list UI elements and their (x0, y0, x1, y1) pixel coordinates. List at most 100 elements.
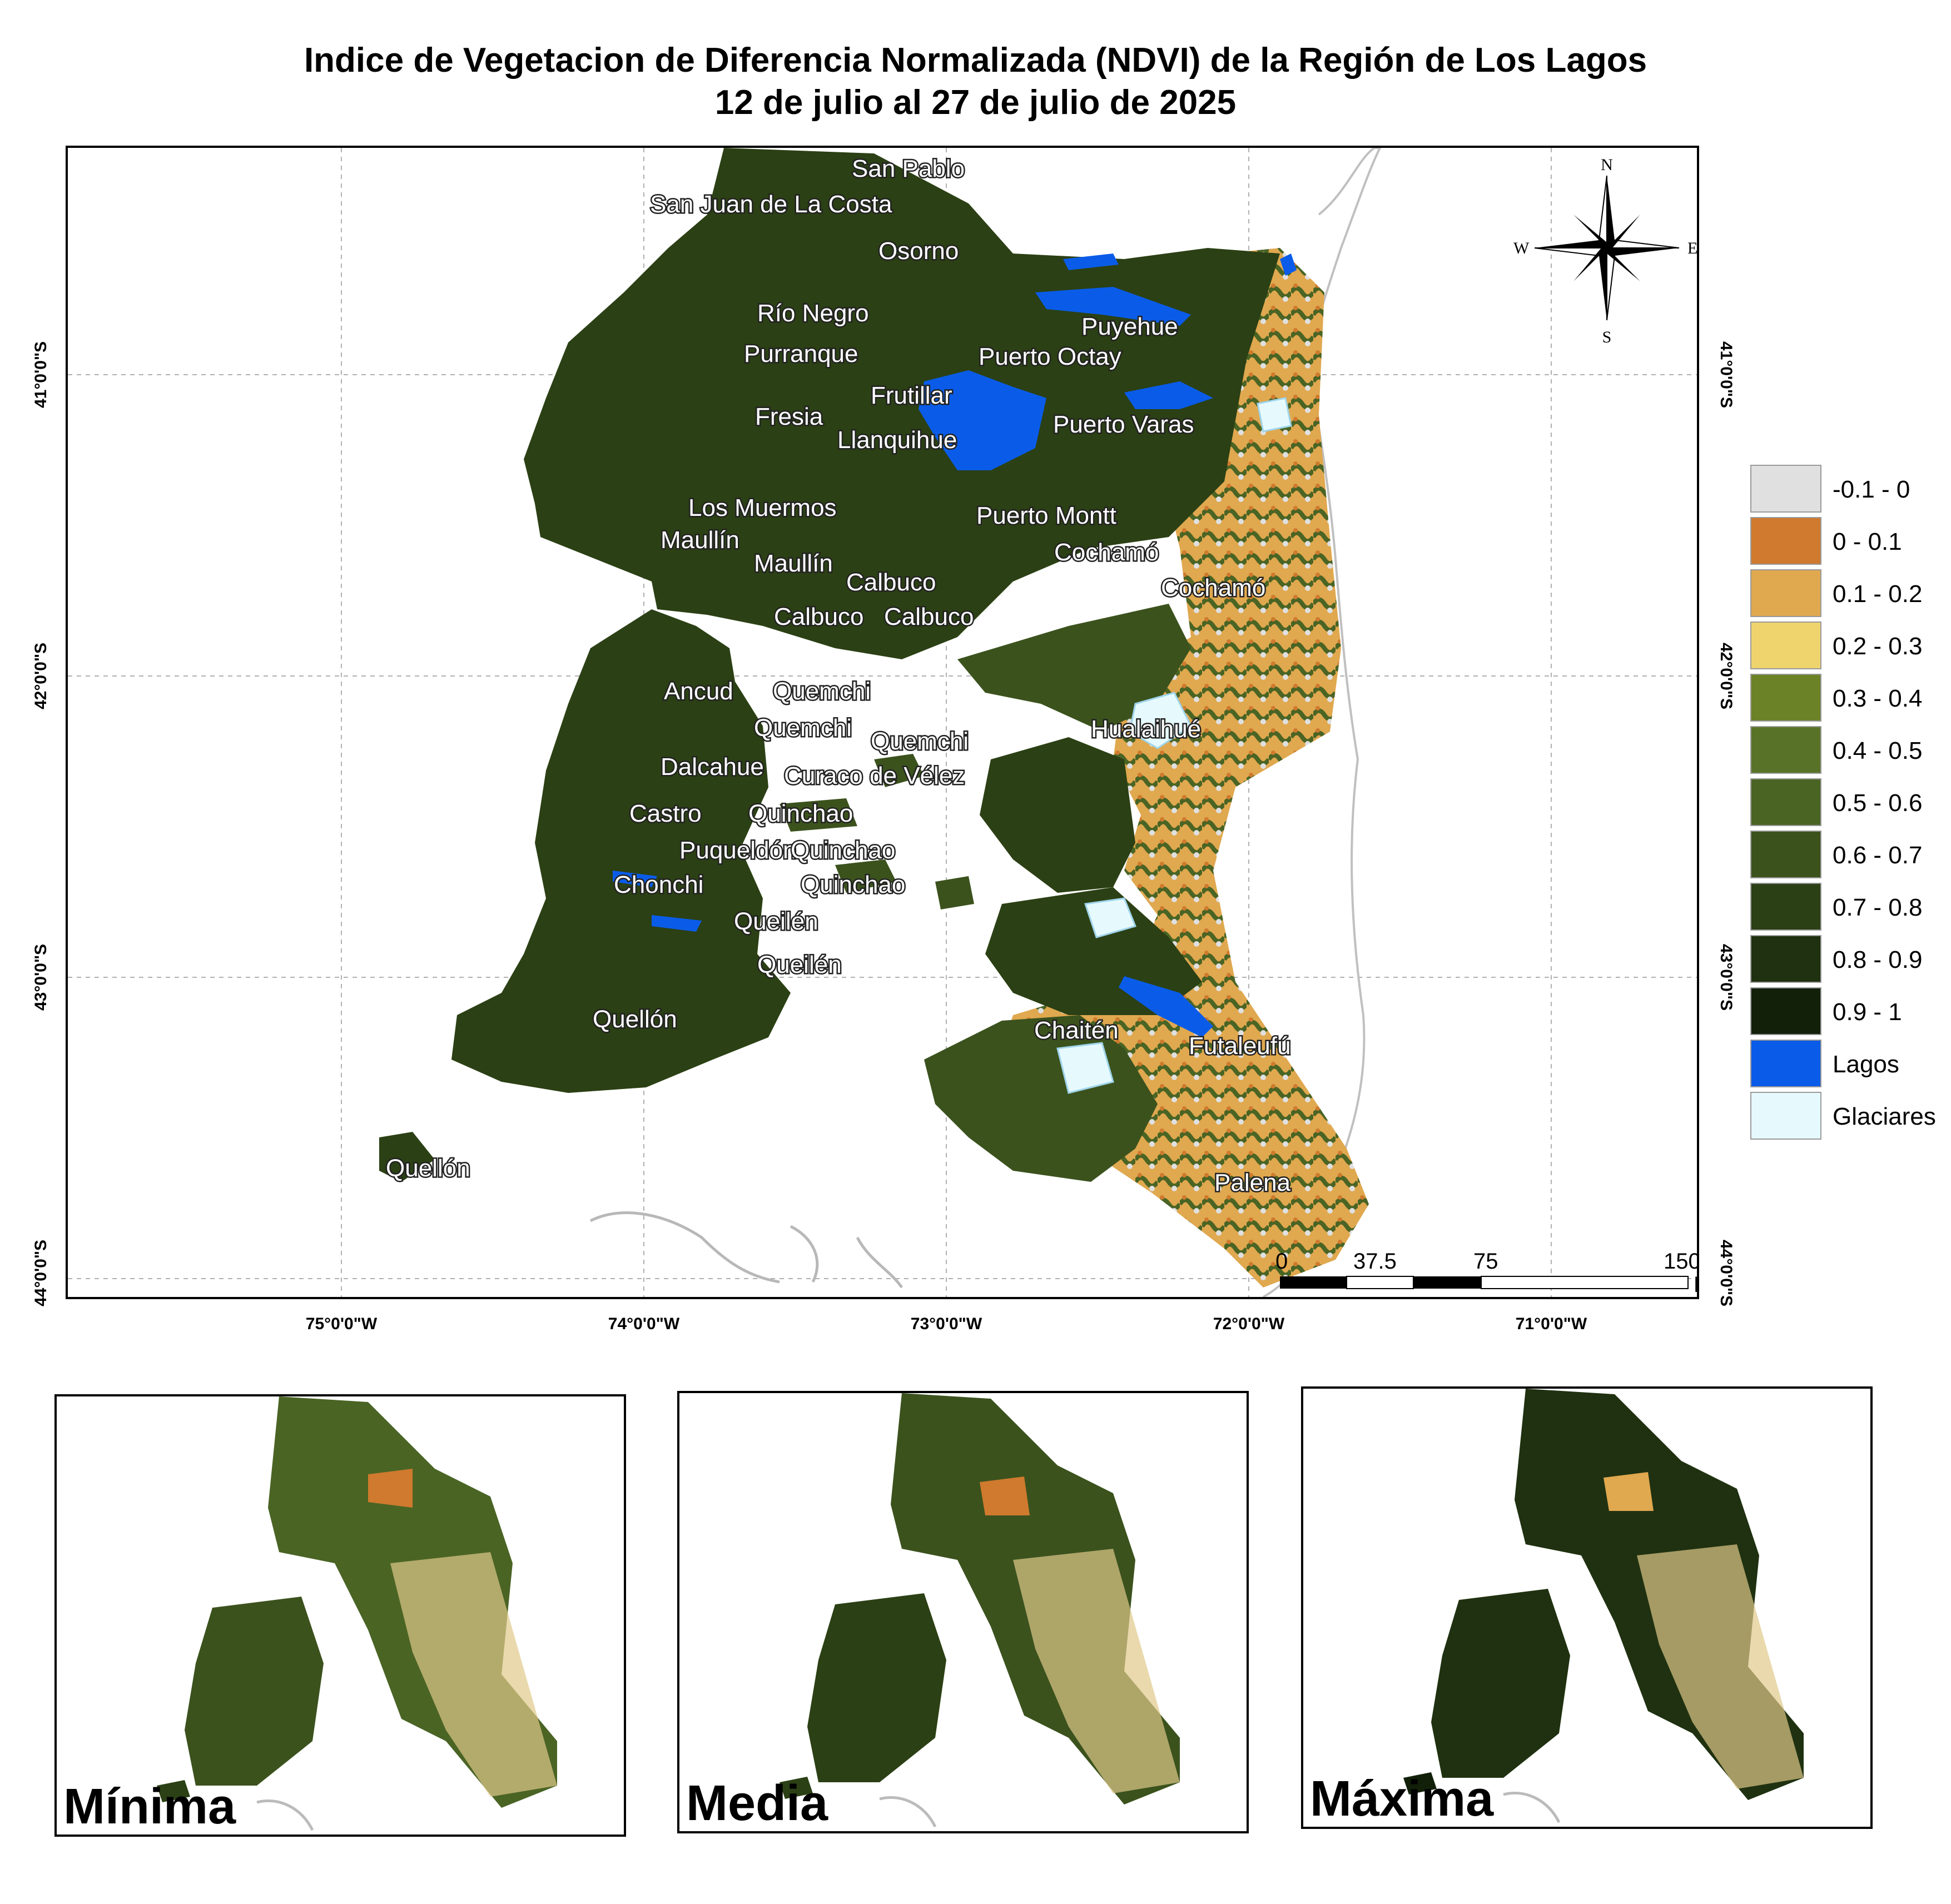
lat-label-left: 42°0'0"S (32, 642, 50, 710)
place-label: Chonchi (614, 871, 703, 898)
legend-swatch (1750, 569, 1821, 617)
legend-label: 0.3 - 0.4 (1833, 685, 1923, 712)
lat-label-left: 44°0'0"S (32, 1239, 50, 1307)
place-label: Quellón (593, 1006, 677, 1033)
cochamo-area (957, 604, 1191, 732)
lon-label: 72°0'0"W (1213, 1315, 1285, 1333)
legend-label: 0.4 - 0.5 (1833, 737, 1923, 764)
place-label: Puerto Montt (976, 502, 1116, 529)
scale-tick-75: 75 (1473, 1249, 1498, 1274)
compass-e: E (1687, 239, 1697, 257)
lake (1280, 253, 1297, 276)
glacier (1056, 1042, 1114, 1094)
legend-label: 0.7 - 0.8 (1833, 894, 1923, 921)
place-label: Quinchao (748, 800, 853, 827)
island (835, 859, 896, 893)
legend-swatch (1750, 622, 1821, 669)
inset-maxima: Máxima (1301, 1386, 1873, 1829)
lat-label-right: 42°0'0"S (1717, 642, 1735, 710)
place-label: Hualaihué (1091, 715, 1201, 743)
place-label: San Juan de La Costa (650, 191, 892, 218)
place-label: Ancud (664, 678, 733, 705)
place-label: San Pablo (852, 155, 965, 182)
island (935, 876, 974, 909)
legend-label: 0.5 - 0.6 (1833, 789, 1923, 817)
main-map-frame: San Pablo San Juan de La Costa Osorno Puyeh… (66, 146, 1699, 1299)
place-label: Río Negro (757, 300, 869, 327)
legend-swatch (1750, 883, 1821, 931)
place-label: Quinchao (801, 871, 905, 898)
place-label: Calbuco (846, 569, 936, 596)
place-label: Puyehue (1081, 313, 1178, 340)
island (874, 754, 924, 787)
scale-tick-150: 150 (1664, 1249, 1697, 1274)
legend-label: Lagos (1833, 1051, 1899, 1078)
legend-swatch (1750, 778, 1821, 826)
place-label: Quemchi (773, 678, 871, 705)
legend-item: 0 - 0.1 (1750, 517, 1950, 566)
lake (1063, 253, 1119, 270)
legend-item: 0.9 - 1 (1750, 987, 1950, 1036)
island (780, 798, 857, 832)
place-label: Purranque (744, 340, 858, 367)
chiloe-island (451, 609, 791, 1093)
legend-label: 0.9 - 1 (1833, 998, 1902, 1026)
place-labels: San Pablo San Juan de La Costa Osorno Puyeh… (385, 154, 1293, 1198)
place-label: Puerto Octay (979, 343, 1121, 370)
place-label: Quellón (386, 1155, 470, 1182)
place-label: Osorno (878, 237, 959, 265)
lon-label: 73°0'0"W (910, 1315, 982, 1333)
place-label: Puqueldón (679, 837, 796, 864)
lon-label: 75°0'0"W (305, 1315, 378, 1333)
place-label: Llanquihue (837, 426, 957, 454)
map-subtitle: 12 de julio al 27 de julio de 2025 (714, 83, 1237, 122)
lat-label-right: 44°0'0"S (1717, 1239, 1735, 1307)
scale-bar: 0 37.5 75 150 Km (1275, 1249, 1697, 1297)
legend-item: 0.4 - 0.5 (1750, 726, 1950, 775)
scale-unit: Km (1694, 1272, 1697, 1297)
legend-swatch (1750, 987, 1821, 1035)
place-label: Castro (629, 800, 702, 827)
lon-label: 74°0'0"W (608, 1315, 680, 1333)
legend-label: 0 - 0.1 (1833, 528, 1902, 555)
inset-map (157, 1396, 557, 1831)
lake-llanquihue (919, 370, 1046, 470)
legend-item: -0.1 - 0 (1750, 465, 1950, 514)
inset-media: Media (677, 1391, 1249, 1833)
inset-minima: Mínima (54, 1394, 626, 1837)
compass-w: W (1513, 239, 1530, 257)
place-label: Curaco de Vélez (784, 762, 965, 789)
legend-swatch (1750, 1040, 1821, 1087)
south-mainland-1 (985, 887, 1202, 1015)
place-label: Palena (1214, 1169, 1291, 1196)
place-label: Quemchi (871, 728, 969, 755)
legend-swatch (1750, 831, 1821, 878)
southern-islands-outline (589, 1211, 903, 1289)
legend-label: 0.6 - 0.7 (1833, 842, 1923, 869)
legend-swatch (1750, 935, 1821, 983)
legend-item: 0.2 - 0.3 (1750, 622, 1950, 670)
legend-label: 0.1 - 0.2 (1833, 580, 1923, 608)
legend-item: 0.6 - 0.7 (1750, 831, 1950, 879)
place-label: Cochamó (1161, 574, 1265, 601)
place-label: Quinchao (791, 837, 895, 864)
place-label: Puerto Varas (1053, 411, 1194, 438)
compass-rose: N S E W (1513, 156, 1697, 346)
place-label: Calbuco (884, 603, 974, 630)
place-label: Queilén (757, 951, 842, 978)
lake-puyehue (1035, 287, 1191, 326)
place-label: Calbuco (774, 603, 863, 630)
lon-label: 71°0'0"W (1515, 1315, 1587, 1333)
inset-label-media: Media (686, 1776, 828, 1831)
place-label: Maullín (754, 550, 833, 577)
inset-label-minima: Mínima (63, 1779, 236, 1835)
inset-map (1403, 1389, 1804, 1823)
glacier (1084, 897, 1137, 938)
legend-swatch (1750, 517, 1821, 565)
border-line (1263, 148, 1382, 1297)
place-label: Cochamó (1054, 539, 1159, 566)
legend-swatch (1750, 726, 1821, 774)
place-label: Chaitén (1034, 1017, 1119, 1044)
legend-swatch (1750, 674, 1821, 722)
compass-n: N (1601, 156, 1613, 174)
